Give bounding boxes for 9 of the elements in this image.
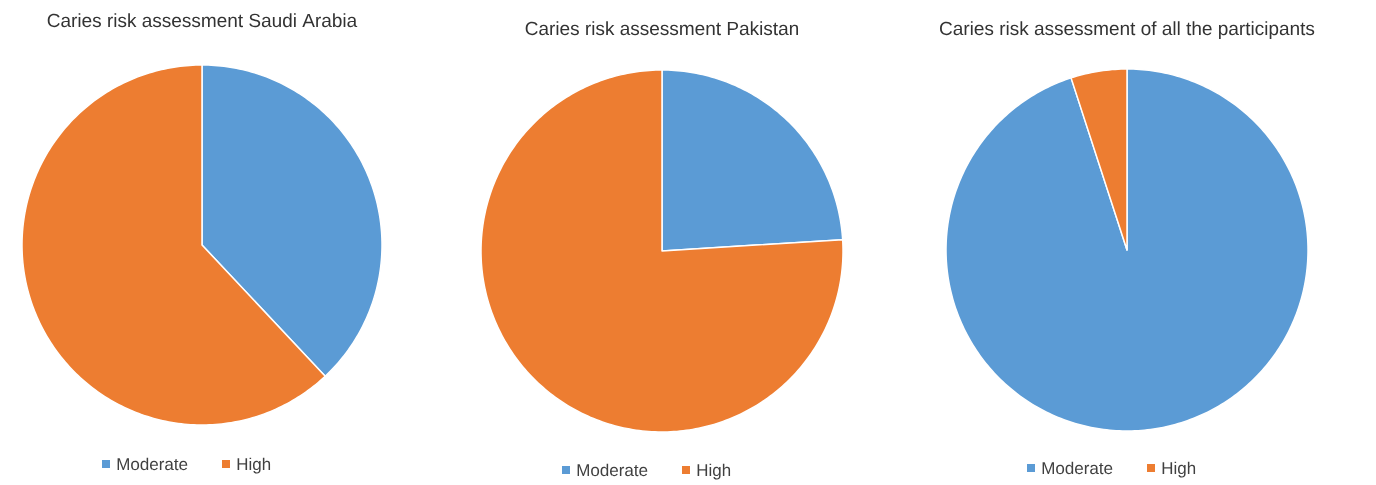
legend-label: Moderate [577,463,648,477]
legend-label: High [1162,461,1196,478]
legend-label: High [237,457,271,474]
chart-title: Caries risk assessment Saudi Arabia [47,13,358,28]
chart-title: Caries risk assessment Pakistan [525,21,798,36]
legend-label: Moderate [117,457,188,471]
legend-label: High [697,463,731,480]
chart-title: Caries risk assessment of all the participants [940,21,1315,39]
legend-label: Moderate [1042,461,1113,475]
